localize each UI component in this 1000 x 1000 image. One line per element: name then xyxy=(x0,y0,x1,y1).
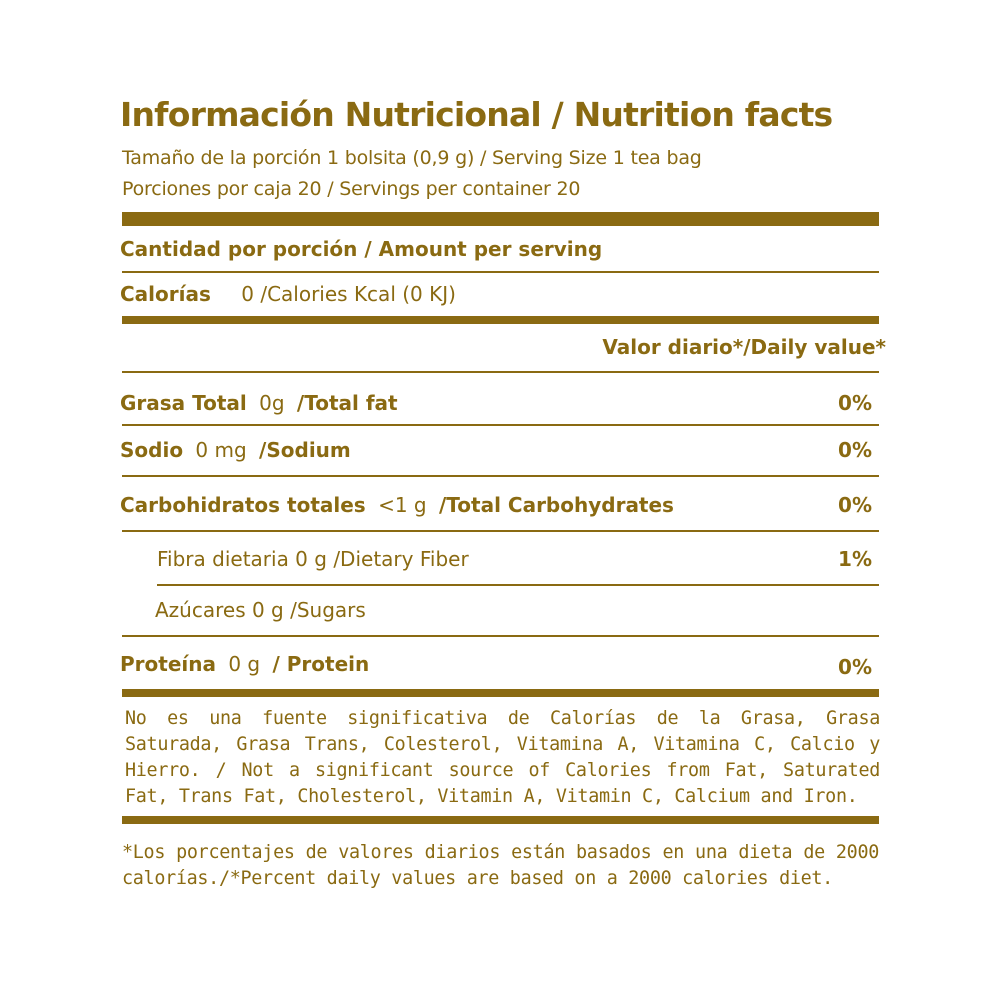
divider xyxy=(122,271,879,273)
page-title: Información Nutricional / Nutrition fact… xyxy=(120,95,833,134)
nutrient-amount: 0 g xyxy=(228,652,261,676)
daily-value-header: Valor diario*/Daily value* xyxy=(602,335,886,359)
servings-per-container: Porciones por caja 20 / Servings per con… xyxy=(122,178,581,200)
divider xyxy=(122,635,879,637)
footnote-not-significant: No es una fuente significativa de Calorí… xyxy=(125,708,880,807)
divider xyxy=(122,424,879,426)
nutrient-label-es: Proteína xyxy=(120,652,216,676)
nutrition-facts-panel: Información Nutricional / Nutrition fact… xyxy=(120,0,886,1000)
nutrient-row-sugars: Azúcares 0 g /Sugars xyxy=(155,595,880,625)
nutrient-amount: <1 g xyxy=(378,493,427,517)
nutrient-label: Fibra dietaria 0 g /Dietary Fiber xyxy=(157,547,469,571)
nutrient-label: Azúcares 0 g /Sugars xyxy=(155,598,366,622)
divider-thick xyxy=(122,212,879,226)
footnote-daily-values: *Los porcentajes de valores diarios está… xyxy=(122,842,879,889)
calories-label: Calorías xyxy=(120,282,211,306)
nutrient-row-sodium: Sodio 0 mg /Sodium 0% xyxy=(120,435,880,465)
calories-row: Calorías 0 /Calories Kcal (0 KJ) xyxy=(120,279,880,309)
divider-medium xyxy=(122,316,879,324)
divider xyxy=(122,371,879,373)
nutrient-row-protein: Proteína 0 g / Protein 0% xyxy=(120,649,880,679)
nutrient-amount: 0g xyxy=(259,391,285,415)
amount-per-serving-label: Cantidad por porción / Amount per servin… xyxy=(120,237,603,261)
serving-size: Tamaño de la porción 1 bolsita (0,9 g) /… xyxy=(122,147,702,169)
nutrient-daily-value: 0% xyxy=(838,493,872,517)
nutrient-daily-value: 0% xyxy=(838,438,872,462)
nutrient-label-en: /Sodium xyxy=(259,438,351,462)
divider-medium xyxy=(122,689,879,697)
nutrient-daily-value: 0% xyxy=(838,655,872,679)
nutrient-row-total-fat: Grasa Total 0g /Total fat 0% xyxy=(120,388,880,418)
divider xyxy=(122,475,879,477)
nutrient-label-es: Grasa Total xyxy=(120,391,247,415)
nutrient-label-en: / Protein xyxy=(272,652,370,676)
nutrient-label-en: /Total fat xyxy=(296,391,398,415)
calories-value: 0 /Calories Kcal (0 KJ) xyxy=(241,282,456,306)
nutrient-label-es: Sodio xyxy=(120,438,184,462)
nutrient-label-es: Carbohidratos totales xyxy=(120,493,366,517)
divider-medium xyxy=(122,816,879,824)
nutrient-daily-value: 0% xyxy=(838,391,872,415)
divider xyxy=(122,530,879,532)
nutrient-row-dietary-fiber: Fibra dietaria 0 g /Dietary Fiber 1% xyxy=(157,544,880,574)
nutrient-amount: 0 mg xyxy=(195,438,247,462)
nutrient-row-total-carbohydrates: Carbohidratos totales <1 g /Total Carboh… xyxy=(120,490,880,520)
divider xyxy=(157,584,879,586)
nutrient-label-en: /Total Carbohydrates xyxy=(438,493,674,517)
nutrient-daily-value: 1% xyxy=(838,547,872,571)
